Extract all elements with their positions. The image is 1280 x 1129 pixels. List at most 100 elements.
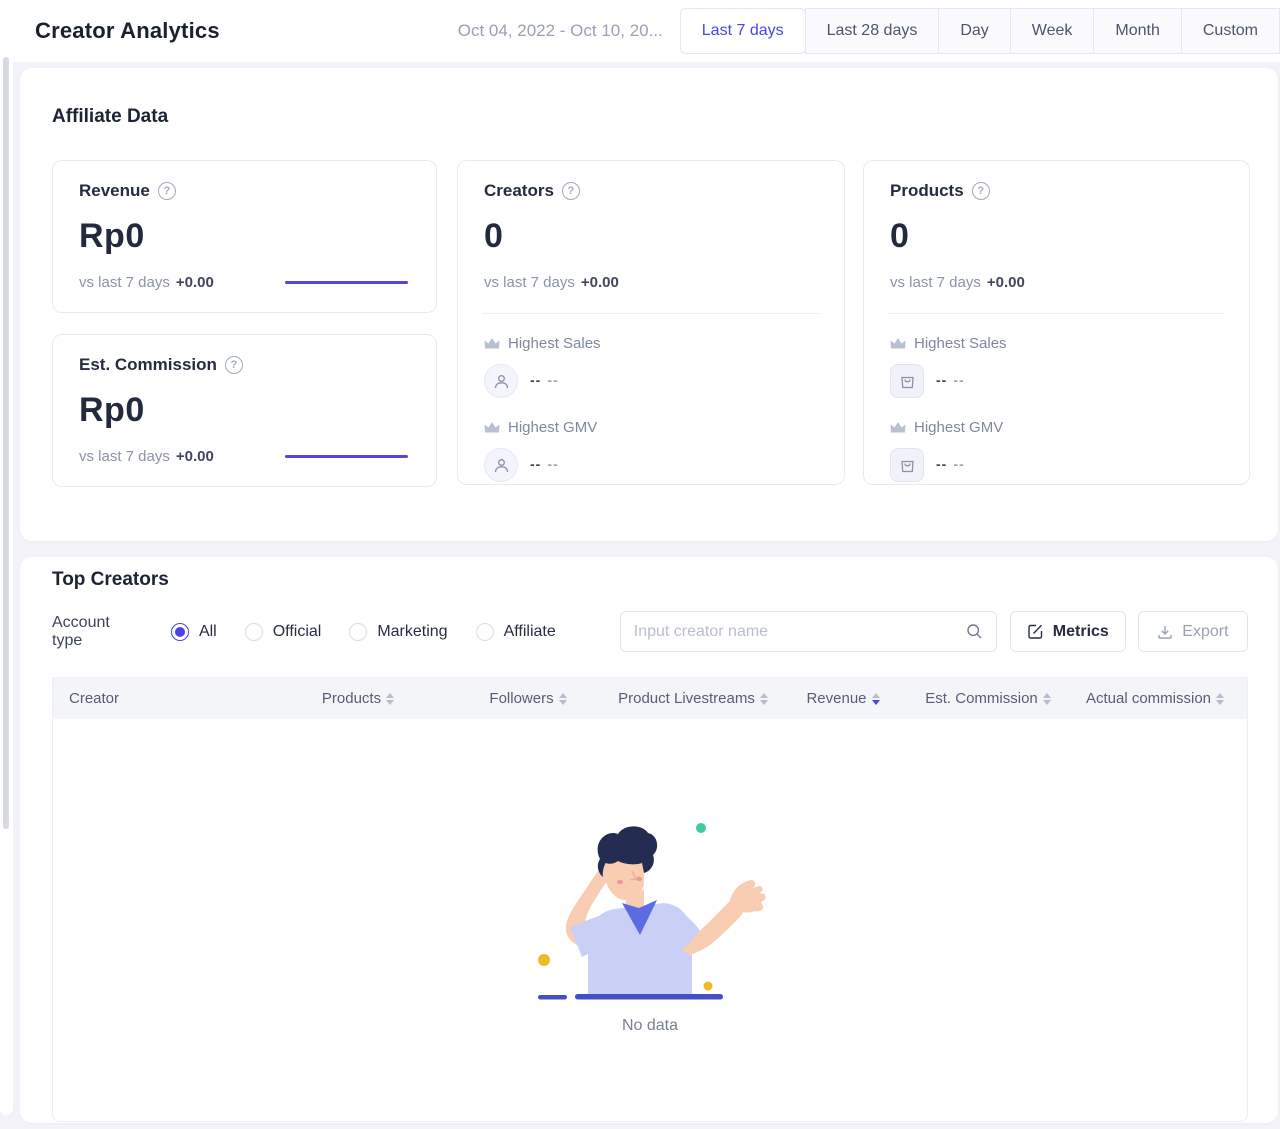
- est-commission-card: Est. Commission ? Rp0 vs last 7 days +0.…: [52, 334, 437, 487]
- filter-row: Account type All Official Marketing Affi…: [52, 611, 1248, 652]
- products-compare-value: +0.00: [986, 274, 1025, 291]
- revenue-card: Revenue ? Rp0 vs last 7 days +0.00: [52, 160, 437, 313]
- radio-icon: [244, 622, 263, 641]
- highest-sales-value: --: [530, 372, 542, 388]
- highest-gmv-label: Highest GMV: [508, 419, 598, 436]
- crown-icon: [890, 337, 906, 350]
- sort-icon[interactable]: [759, 692, 768, 705]
- divider: [888, 313, 1225, 314]
- revenue-compare-label: vs last 7 days: [79, 274, 170, 291]
- no-data-illustration: [538, 823, 766, 1000]
- products-compare-label: vs last 7 days: [890, 274, 981, 291]
- crown-icon: [484, 421, 500, 434]
- highest-gmv-label: Highest GMV: [914, 419, 1004, 436]
- search-icon[interactable]: [966, 623, 983, 640]
- creators-value: 0: [484, 217, 504, 255]
- creators-compare-value: +0.00: [580, 274, 619, 291]
- help-icon[interactable]: ?: [561, 182, 580, 200]
- highest-gmv-value: --: [530, 456, 542, 472]
- sort-icon[interactable]: [1216, 692, 1225, 705]
- crown-icon: [484, 337, 500, 350]
- sort-icon[interactable]: [1042, 692, 1051, 705]
- revenue-sparkline: [285, 281, 408, 284]
- no-data-text: No data: [621, 1017, 679, 1034]
- est-commission-compare-label: vs last 7 days: [79, 448, 170, 465]
- creators-compare-label: vs last 7 days: [484, 274, 575, 291]
- export-button-label: Export: [1182, 622, 1229, 640]
- date-range-tabs: Last 7 days Last 28 days Day Week Month …: [679, 8, 1280, 54]
- column-header-est-commission[interactable]: Est. Commission: [913, 690, 1063, 707]
- affiliate-data-panel: Affiliate Data Revenue ? Rp0 vs last 7 d…: [20, 68, 1278, 541]
- products-value: 0: [890, 217, 910, 255]
- export-button[interactable]: Export: [1137, 611, 1248, 652]
- page-title: Creator Analytics: [35, 18, 220, 43]
- est-commission-compare-value: +0.00: [175, 448, 214, 465]
- account-type-label: Account type: [52, 613, 110, 649]
- highest-gmv-subvalue: --: [547, 456, 559, 472]
- sort-icon-descending[interactable]: [871, 692, 880, 705]
- revenue-compare-value: +0.00: [175, 274, 214, 291]
- creators-card: Creators ? 0 vs last 7 days +0.00 Highes…: [457, 160, 845, 485]
- highest-gmv-subvalue: --: [953, 456, 965, 472]
- radio-label: Affiliate: [503, 622, 556, 640]
- column-header-revenue[interactable]: Revenue: [773, 690, 913, 707]
- tab-last-7-days[interactable]: Last 7 days: [679, 8, 806, 54]
- est-commission-sparkline: [285, 455, 408, 458]
- top-creators-panel: Top Creators Account type All Official M…: [20, 557, 1278, 1123]
- highest-sales-subvalue: --: [547, 372, 559, 388]
- help-icon[interactable]: ?: [971, 182, 990, 200]
- radio-label: Marketing: [377, 622, 448, 640]
- highest-sales-value: --: [936, 372, 948, 388]
- highest-gmv-creator-row: -- --: [484, 448, 818, 482]
- tab-custom[interactable]: Custom: [1180, 8, 1280, 54]
- radio-account-type-affiliate[interactable]: Affiliate: [475, 622, 556, 641]
- tab-month[interactable]: Month: [1093, 8, 1182, 54]
- column-header-product-livestreams[interactable]: Product Livestreams: [613, 690, 773, 707]
- download-icon: [1157, 624, 1173, 640]
- metrics-edit-icon: [1027, 623, 1044, 640]
- page-header: Creator Analytics Oct 04, 2022 - Oct 10,…: [13, 0, 1280, 62]
- products-card-title: Products: [890, 181, 964, 200]
- highest-gmv-value: --: [936, 456, 948, 472]
- est-commission-card-title: Est. Commission: [79, 355, 217, 374]
- radio-icon: [349, 622, 368, 641]
- creator-avatar: [484, 448, 518, 482]
- top-creators-table: Creator Products Followers Product Lives…: [52, 677, 1248, 1122]
- column-header-followers[interactable]: Followers: [443, 690, 613, 707]
- radio-account-type-marketing[interactable]: Marketing: [349, 622, 448, 641]
- est-commission-value: Rp0: [79, 391, 145, 429]
- radio-label: Official: [272, 622, 322, 640]
- products-card: Products ? 0 vs last 7 days +0.00 Highes…: [863, 160, 1250, 485]
- help-icon[interactable]: ?: [224, 356, 243, 374]
- table-header-row: Creator Products Followers Product Lives…: [53, 678, 1247, 719]
- revenue-card-title: Revenue: [79, 181, 150, 200]
- product-thumbnail-bag-icon: [890, 364, 924, 398]
- radio-account-type-official[interactable]: Official: [244, 622, 322, 641]
- highest-sales-label: Highest Sales: [508, 335, 601, 352]
- left-scroll-rail: [0, 0, 13, 1115]
- sort-icon[interactable]: [386, 692, 395, 705]
- date-range-text: Oct 04, 2022 - Oct 10, 20...: [457, 21, 663, 40]
- column-header-actual-commission[interactable]: Actual commission: [1063, 690, 1247, 707]
- revenue-value: Rp0: [79, 217, 145, 255]
- tab-week[interactable]: Week: [1009, 8, 1095, 54]
- sort-icon[interactable]: [558, 692, 567, 705]
- radio-icon: [170, 622, 189, 641]
- scrollbar-thumb[interactable]: [3, 57, 9, 829]
- tab-day[interactable]: Day: [938, 8, 1011, 54]
- help-icon[interactable]: ?: [157, 182, 176, 200]
- creator-search-input[interactable]: [633, 622, 966, 641]
- highest-sales-label: Highest Sales: [914, 335, 1007, 352]
- tab-last-28-days[interactable]: Last 28 days: [804, 8, 940, 54]
- highest-sales-creator-row: -- --: [484, 364, 818, 398]
- column-header-creator: Creator: [69, 690, 120, 707]
- radio-account-type-all[interactable]: All: [170, 622, 217, 641]
- table-empty-state: No data: [53, 719, 1247, 1121]
- column-header-products[interactable]: Products: [273, 690, 443, 707]
- creators-card-title: Creators: [484, 181, 554, 200]
- affiliate-data-heading: Affiliate Data: [52, 106, 169, 127]
- top-creators-heading: Top Creators: [52, 569, 169, 590]
- radio-label: All: [198, 622, 217, 640]
- metrics-button[interactable]: Metrics: [1009, 611, 1126, 652]
